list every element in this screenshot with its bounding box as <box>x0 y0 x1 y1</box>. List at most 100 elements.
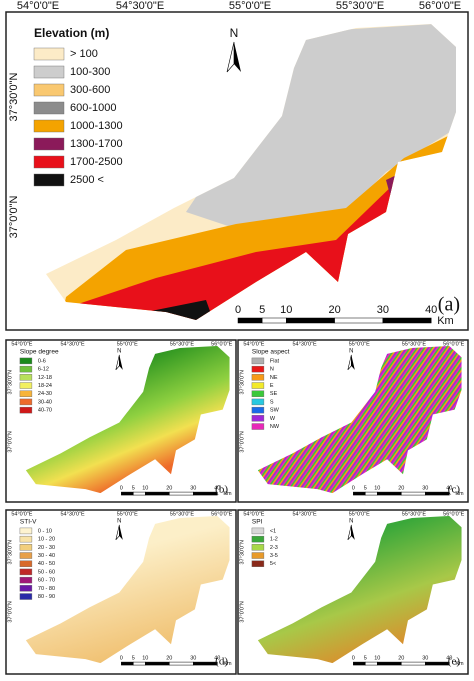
legend-swatch <box>33 47 65 61</box>
longitude-label: 55°0'0"E <box>229 0 271 12</box>
scale-bar-segment <box>334 317 384 324</box>
legend-swatch <box>19 357 33 365</box>
north-arrow <box>115 354 120 371</box>
legend-label: 60 - 70 <box>38 578 55 584</box>
longitude-label: 56°0'0"E <box>443 341 464 347</box>
legend-label: 50 - 60 <box>38 569 55 575</box>
legend-label: W <box>270 416 276 422</box>
longitude-label: 55°0'0"E <box>117 341 138 347</box>
scale-label: 30 <box>422 486 428 492</box>
legend-title: Slope degree <box>20 349 59 356</box>
latitude-label: 37°30'0"N <box>7 370 13 394</box>
longitude-label: 56°0'0"E <box>211 511 232 517</box>
scale-label: 10 <box>280 304 292 316</box>
longitude-label: 55°0'0"E <box>349 511 370 517</box>
scale-bar-segment <box>261 317 287 324</box>
legend-label: 0 - 10 <box>38 528 52 534</box>
legend-label: SW <box>270 408 280 414</box>
scale-label: 40 <box>446 486 452 492</box>
legend-title: SPI <box>252 519 263 526</box>
legend-label: 10 - 20 <box>38 537 55 543</box>
scale-label: 20 <box>166 486 172 492</box>
longitude-label: 55°0'0"E <box>117 511 138 517</box>
legend-title: Elevation (m) <box>34 26 109 40</box>
legend-swatch <box>19 560 33 567</box>
longitude-label: 54°0'0"E <box>243 511 264 517</box>
scale-bar-segment <box>169 491 194 496</box>
scale-bar-segment <box>145 661 170 666</box>
scale-bar-segment <box>133 661 146 666</box>
scale-unit: Km <box>223 491 232 497</box>
longitude-label: 55°30'0"E <box>170 511 194 517</box>
legend-swatch <box>251 374 265 381</box>
scale-label: 0 <box>120 656 123 662</box>
legend-label: 5< <box>270 561 276 567</box>
scale-label: 20 <box>166 656 172 662</box>
latitude-label: 37°30'0"N <box>8 72 20 121</box>
legend-label: 40 - 50 <box>38 561 55 567</box>
longitude-label: 55°30'0"E <box>336 0 384 12</box>
scale-label: 5 <box>132 486 135 492</box>
legend-label: S <box>270 399 274 405</box>
legend-swatch <box>19 406 33 414</box>
scale-unit: Km <box>223 661 232 667</box>
legend-label: 20 - 30 <box>38 545 55 551</box>
north-arrow <box>119 354 123 370</box>
scale-label: 40 <box>446 656 452 662</box>
latitude-label: 37°0'0"N <box>7 601 13 622</box>
longitude-label: 56°0'0"E <box>419 0 461 12</box>
scale-label: 30 <box>190 656 196 662</box>
panel-label: (e) <box>448 656 461 668</box>
legend-swatch <box>33 155 65 169</box>
scale-label: 5 <box>132 656 135 662</box>
legend-swatch <box>19 535 33 543</box>
scale-label: 20 <box>398 486 404 492</box>
longitude-label: 54°30'0"E <box>61 341 85 347</box>
legend-swatch <box>33 65 65 79</box>
panel: 54°0'0"E 54°30'0"E 55°0'0"E 55°30'0"E 56°0'0… <box>5 339 237 503</box>
legend-label: NW <box>270 424 280 430</box>
scale-unit: Km <box>455 661 464 667</box>
legend-label: 1300-1700 <box>70 138 123 150</box>
legend-label: > 100 <box>70 48 98 60</box>
scale-label: 30 <box>422 656 428 662</box>
scale-label: 0 <box>120 486 123 492</box>
longitude-label: 55°0'0"E <box>349 341 370 347</box>
scale-label: 10 <box>374 656 380 662</box>
scale-bar-segment <box>401 661 426 666</box>
scale-bar-segment <box>169 661 194 666</box>
panel-label: (d) <box>215 656 228 668</box>
latitude-label: 37°0'0"N <box>7 431 13 452</box>
legend-swatch <box>33 173 65 187</box>
north-arrow <box>347 524 352 541</box>
legend-swatch <box>251 560 265 567</box>
legend-label: <1 <box>270 528 276 534</box>
legend-swatch <box>19 552 33 559</box>
scale-label: 10 <box>142 656 148 662</box>
longitude-label: 54°0'0"E <box>17 0 59 12</box>
longitude-label: 56°0'0"E <box>443 511 464 517</box>
scale-bar-segment <box>425 661 450 666</box>
legend-label: 70 - 80 <box>38 586 55 592</box>
panel-label: (b) <box>215 484 228 496</box>
legend-swatch <box>33 119 65 133</box>
legend-label: 80 - 90 <box>38 594 55 600</box>
north-arrow <box>119 524 123 540</box>
scale-label: 30 <box>190 486 196 492</box>
legend-label: 1-2 <box>270 537 278 543</box>
scale-bar-segment <box>401 491 426 496</box>
scale-label: 0 <box>352 486 355 492</box>
legend-label: E <box>270 383 274 389</box>
scale-label: 20 <box>328 304 340 316</box>
legend-swatch <box>251 398 265 406</box>
legend-swatch <box>251 535 265 543</box>
legend-swatch <box>19 568 33 576</box>
legend-swatch <box>33 101 65 115</box>
scale-bar-segment <box>193 661 218 666</box>
legend-swatch <box>251 544 265 551</box>
legend-label: 6-12 <box>38 367 49 373</box>
legend-swatch <box>19 593 33 600</box>
legend-swatch <box>19 365 33 373</box>
north-arrow <box>351 354 355 370</box>
legend-label: 3-5 <box>270 553 278 559</box>
